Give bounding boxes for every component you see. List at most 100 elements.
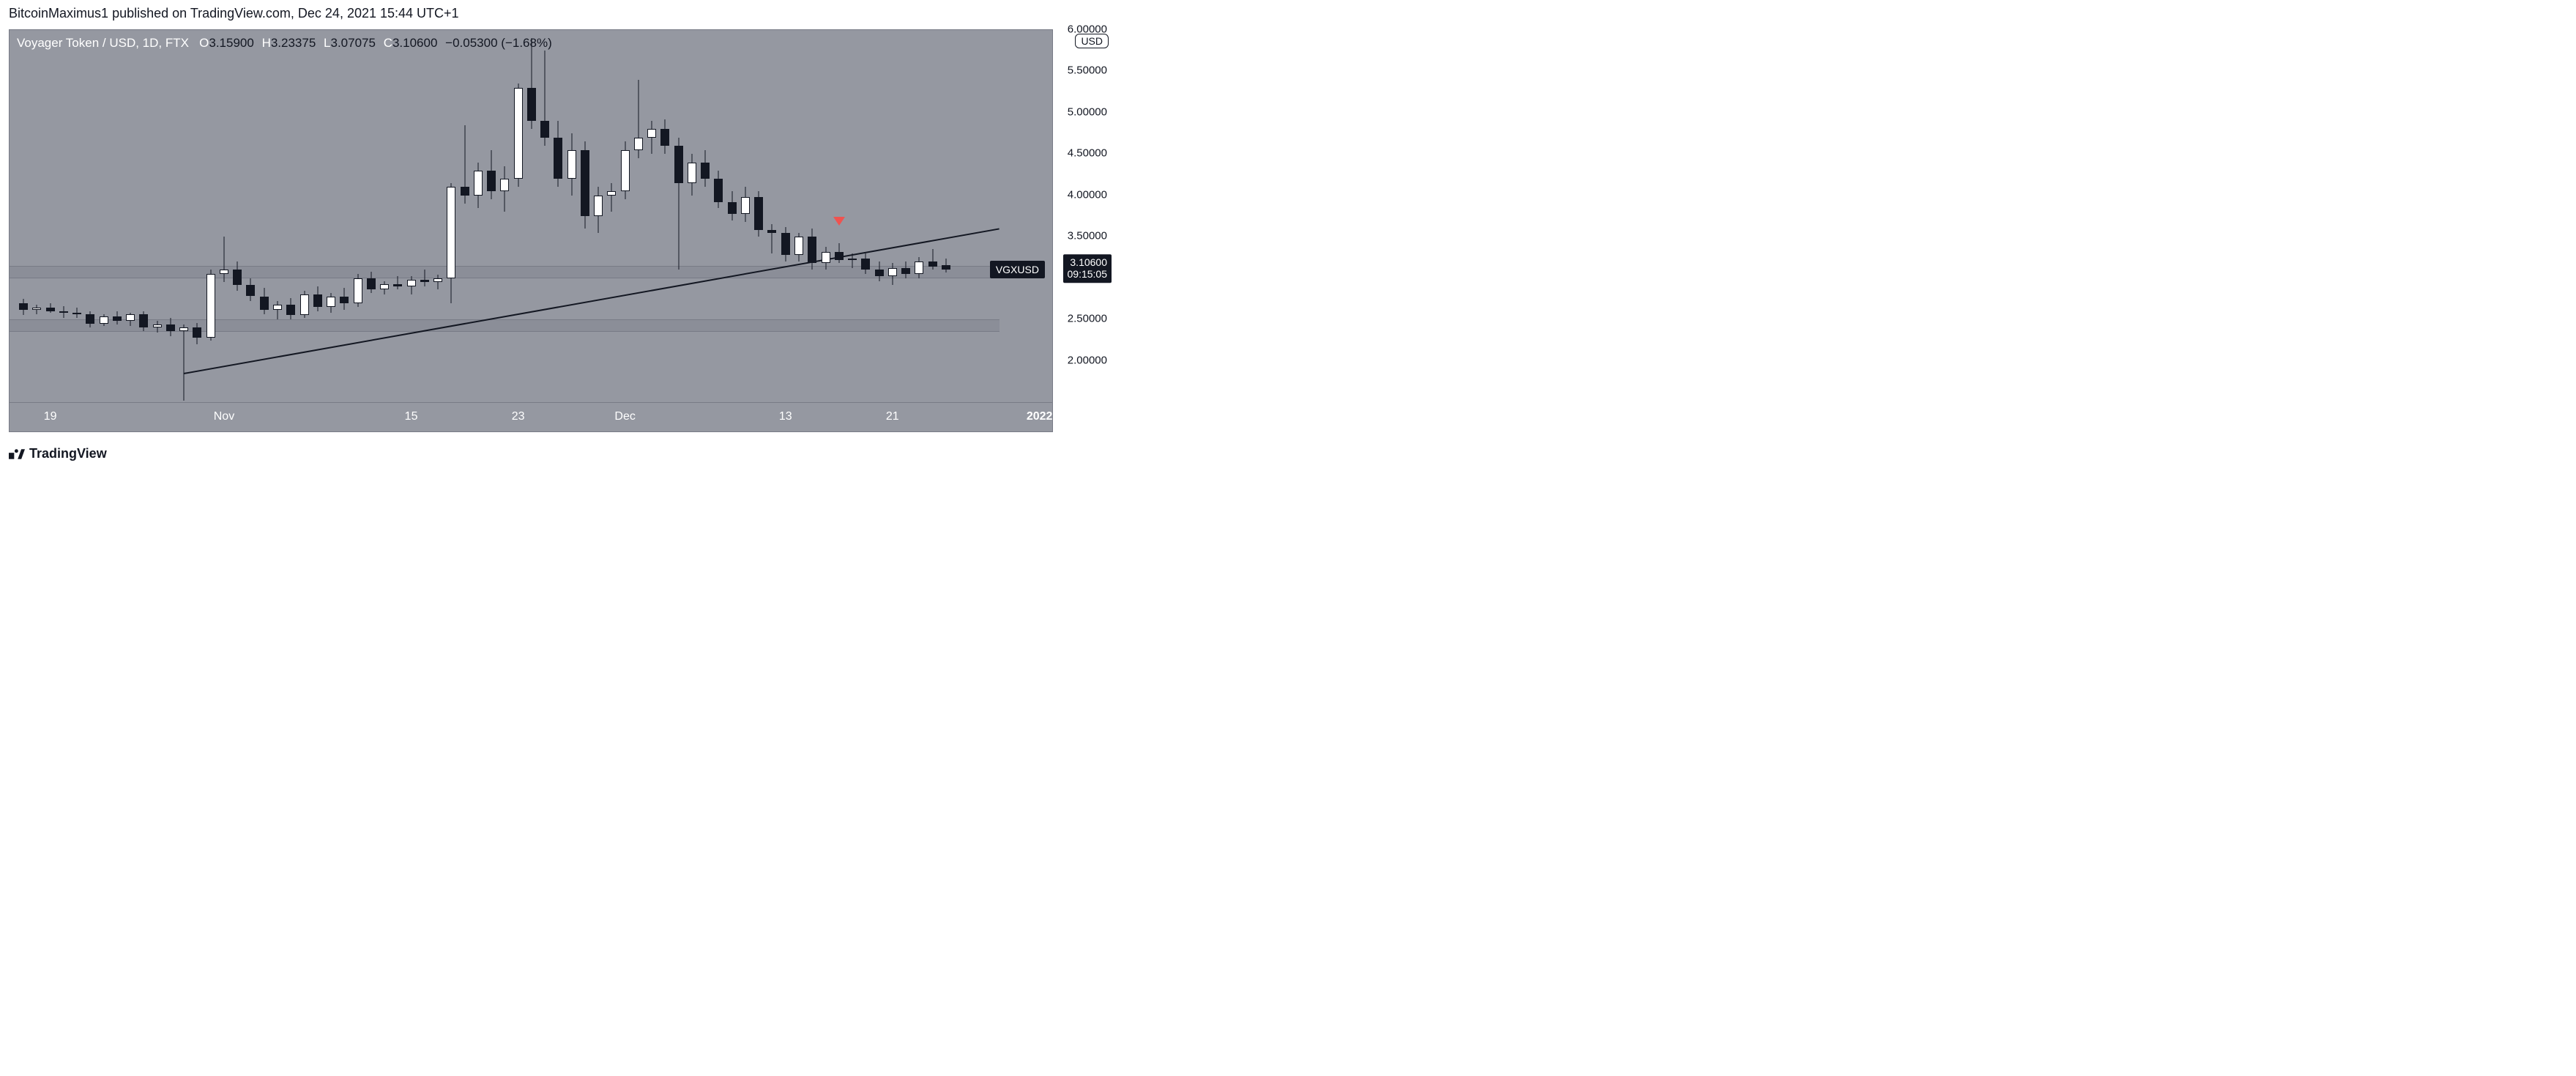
y-axis-label: 5.00000: [1068, 105, 1107, 118]
candle[interactable]: [526, 30, 537, 402]
candle[interactable]: [941, 30, 951, 402]
candle[interactable]: [901, 30, 911, 402]
candle[interactable]: [272, 30, 283, 402]
candle[interactable]: [633, 30, 644, 402]
candle[interactable]: [753, 30, 764, 402]
candle[interactable]: [138, 30, 149, 402]
candle[interactable]: [713, 30, 723, 402]
candle[interactable]: [807, 30, 817, 402]
x-axis-label: Dec: [614, 410, 635, 423]
y-axis-label: 2.00000: [1068, 354, 1107, 366]
candle[interactable]: [31, 30, 42, 402]
currency-badge: USD: [1075, 34, 1109, 48]
y-axis-label: 6.00000: [1068, 23, 1107, 36]
candle[interactable]: [847, 30, 857, 402]
candle[interactable]: [379, 30, 390, 402]
x-axis-label: 23: [512, 410, 525, 423]
candle[interactable]: [821, 30, 831, 402]
candle[interactable]: [620, 30, 630, 402]
candle[interactable]: [567, 30, 577, 402]
candle[interactable]: [928, 30, 938, 402]
candle[interactable]: [433, 30, 443, 402]
candle[interactable]: [874, 30, 885, 402]
candle[interactable]: [326, 30, 336, 402]
candle[interactable]: [553, 30, 563, 402]
publish-header: BitcoinMaximus1 published on TradingView…: [0, 0, 1120, 27]
current-price-tag: 3.1060009:15:05: [1063, 254, 1112, 283]
candle[interactable]: [460, 30, 470, 402]
symbol-label: Voyager Token / USD, 1D, FTX: [17, 36, 189, 50]
candle[interactable]: [45, 30, 56, 402]
candle[interactable]: [513, 30, 524, 402]
y-axis-label: 3.50000: [1068, 230, 1107, 242]
candle[interactable]: [647, 30, 657, 402]
ohlc-low: 3.07075: [331, 36, 376, 50]
candle[interactable]: [860, 30, 871, 402]
ohlc-high: 3.23375: [271, 36, 316, 50]
ticker-tag: VGXUSD: [990, 261, 1045, 278]
y-axis-label: 4.00000: [1068, 188, 1107, 201]
chart-pane[interactable]: Voyager Token / USD, 1D, FTX O3.15900 H3…: [9, 29, 1053, 403]
candle[interactable]: [420, 30, 430, 402]
candle[interactable]: [125, 30, 135, 402]
candle[interactable]: [259, 30, 269, 402]
brand-label: TradingView: [29, 446, 107, 461]
candle[interactable]: [192, 30, 202, 402]
candle[interactable]: [353, 30, 363, 402]
candle[interactable]: [206, 30, 216, 402]
candle[interactable]: [18, 30, 29, 402]
candle[interactable]: [245, 30, 256, 402]
candle[interactable]: [286, 30, 296, 402]
candle[interactable]: [72, 30, 82, 402]
candle[interactable]: [59, 30, 69, 402]
candle[interactable]: [99, 30, 109, 402]
candle[interactable]: [660, 30, 670, 402]
candle[interactable]: [700, 30, 710, 402]
candle[interactable]: [232, 30, 242, 402]
candle[interactable]: [473, 30, 483, 402]
candle[interactable]: [392, 30, 403, 402]
x-axis-label: 19: [44, 410, 57, 423]
candle[interactable]: [593, 30, 603, 402]
time-axis: 19Nov1523Dec13212022: [9, 403, 1053, 432]
candle[interactable]: [740, 30, 751, 402]
candle[interactable]: [446, 30, 456, 402]
ohlc-change: −0.05300: [445, 36, 497, 50]
candle[interactable]: [580, 30, 590, 402]
candle[interactable]: [366, 30, 376, 402]
candle[interactable]: [112, 30, 122, 402]
x-axis-label: Nov: [214, 410, 234, 423]
brand-footer: TradingView: [9, 446, 107, 461]
tradingview-logo-icon: [9, 449, 25, 459]
candle[interactable]: [406, 30, 417, 402]
candle[interactable]: [914, 30, 924, 402]
candle[interactable]: [687, 30, 697, 402]
candle[interactable]: [606, 30, 617, 402]
price-axis: USD 6.000005.500005.000004.500004.000003…: [1053, 29, 1112, 432]
x-axis-label: 15: [405, 410, 418, 423]
candle[interactable]: [540, 30, 550, 402]
candle[interactable]: [339, 30, 349, 402]
ohlc-pct: (−1.68%): [501, 36, 551, 50]
ohlc-open: 3.15900: [209, 36, 253, 50]
timestamp: Dec 24, 2021 15:44 UTC+1: [298, 6, 459, 21]
candle[interactable]: [179, 30, 189, 402]
x-axis-label: 13: [779, 410, 792, 423]
x-axis-label: 2022: [1027, 410, 1053, 423]
ohlc-close: 3.10600: [392, 36, 437, 50]
candle[interactable]: [499, 30, 510, 402]
candle[interactable]: [767, 30, 777, 402]
candle[interactable]: [152, 30, 163, 402]
candle[interactable]: [85, 30, 95, 402]
candle[interactable]: [887, 30, 898, 402]
candle[interactable]: [486, 30, 496, 402]
candle[interactable]: [219, 30, 229, 402]
candle[interactable]: [781, 30, 791, 402]
symbol-ohlc-row: Voyager Token / USD, 1D, FTX O3.15900 H3…: [17, 36, 552, 51]
candle[interactable]: [794, 30, 804, 402]
candle[interactable]: [165, 30, 176, 402]
candle[interactable]: [674, 30, 684, 402]
candle[interactable]: [299, 30, 310, 402]
candle[interactable]: [313, 30, 323, 402]
candle[interactable]: [727, 30, 737, 402]
